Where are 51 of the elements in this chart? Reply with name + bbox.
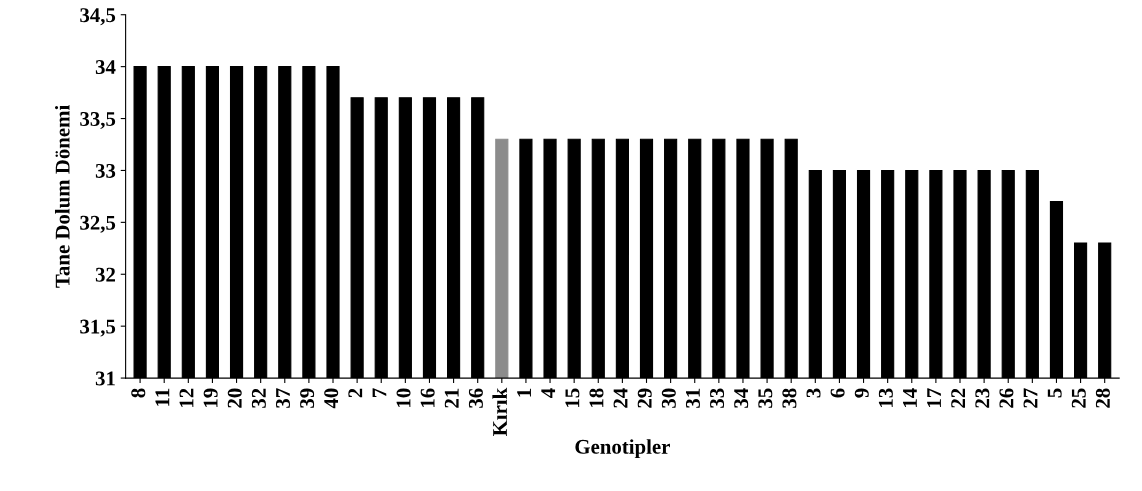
x-tick-label: 29 <box>637 388 652 408</box>
y-tick-label: 33,5 <box>80 111 116 129</box>
y-tick-label: 34 <box>95 60 116 75</box>
x-tick-label: 37 <box>275 388 290 408</box>
x-tick-label: 13 <box>878 388 893 407</box>
x-tick-label: 33 <box>710 388 725 408</box>
x-tick-label: 28 <box>1095 388 1110 408</box>
y-axis-title: Tane Dolum Dönemi <box>54 105 70 288</box>
x-tick-label: 20 <box>227 388 242 408</box>
x-tick-label: 2 <box>348 388 363 398</box>
x-tick-label: 17 <box>927 388 941 407</box>
x-tick-label: 9 <box>854 388 869 398</box>
x-tick-label: 25 <box>1071 388 1086 408</box>
x-tick-label: 39 <box>300 388 315 408</box>
x-tick-label: 1 <box>517 388 531 397</box>
x-tick-label: 40 <box>324 388 339 409</box>
x-tick-label: 11 <box>155 388 170 406</box>
y-tick-label: 32 <box>95 267 115 282</box>
x-tick-label: 35 <box>758 388 773 408</box>
x-tick-label: 31 <box>685 388 700 408</box>
x-tick-label: 19 <box>203 388 218 407</box>
x-tick-label: 24 <box>613 388 628 408</box>
x-tick-label: 21 <box>444 388 459 408</box>
x-tick-label: 27 <box>1023 388 1038 408</box>
x-tick-label: 26 <box>999 388 1014 408</box>
x-tick-label: 30 <box>661 388 676 408</box>
x-tick-label: 15 <box>565 388 580 407</box>
x-tick-label: 38 <box>782 388 797 408</box>
y-tick-label: 32,5 <box>80 215 116 233</box>
x-axis-title: Genotipler <box>575 439 670 459</box>
y-tick-label: 31,5 <box>80 319 116 337</box>
x-tick-label: 16 <box>420 388 435 407</box>
x-tick-label: 7 <box>372 388 387 398</box>
x-tick-label: 4 <box>541 388 556 398</box>
x-tick-label: 32 <box>251 388 266 408</box>
x-tick-label: 12 <box>179 388 194 407</box>
x-tick-label: 34 <box>734 388 749 408</box>
x-tick-label: 23 <box>975 388 990 408</box>
y-tick-label: 34,5 <box>80 8 116 26</box>
x-tick-label: 18 <box>589 388 604 407</box>
x-tick-label: 10 <box>396 388 411 407</box>
x-tick-label: 22 <box>951 388 966 408</box>
x-tick-label: 5 <box>1047 388 1062 398</box>
x-tick-label: 14 <box>903 388 917 407</box>
y-tick-label: 31 <box>95 371 115 386</box>
x-tick-label: 36 <box>468 388 483 408</box>
x-tick-label: 6 <box>830 388 845 398</box>
x-tick-label: 3 <box>806 388 821 398</box>
x-tick-label: Kırık <box>492 387 507 437</box>
y-tick-label: 33 <box>95 163 116 178</box>
x-tick-label: 8 <box>131 388 146 398</box>
